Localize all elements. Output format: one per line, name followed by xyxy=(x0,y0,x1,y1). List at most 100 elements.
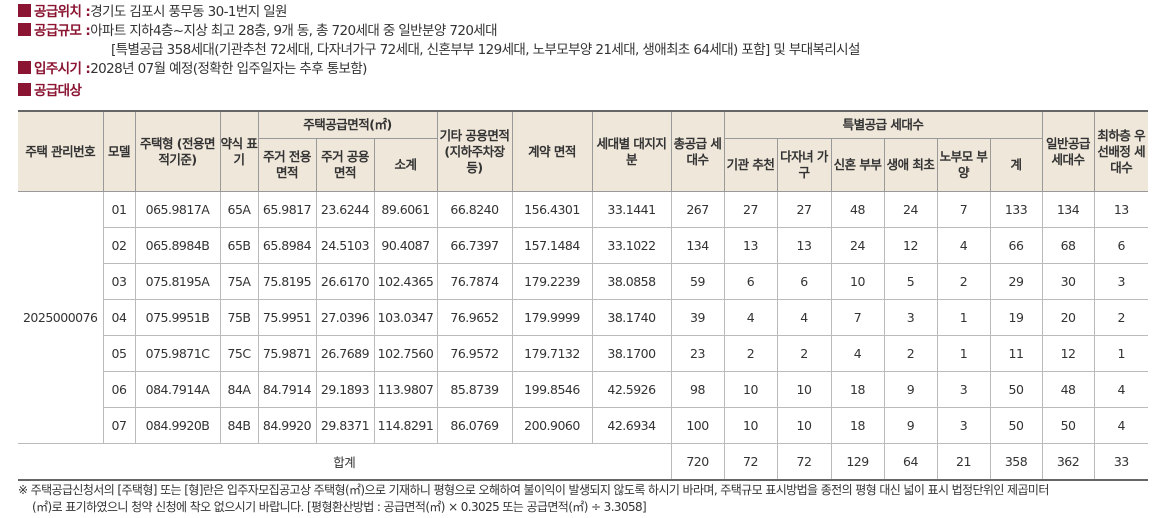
header-multi: 다자녀 가구 xyxy=(776,138,832,192)
table-cell: 4 xyxy=(1093,407,1149,444)
header-type: 주택형 (전용면적기준) xyxy=(134,110,221,192)
total-cell: 129 xyxy=(830,443,885,481)
table-cell: 2 xyxy=(1093,299,1149,336)
table-cell: 29.8371 xyxy=(315,407,375,444)
table-cell: 179.9999 xyxy=(511,299,593,336)
table-cell: 27.0396 xyxy=(315,299,375,336)
header-first: 생애 최초 xyxy=(883,138,938,192)
total-cell: 64 xyxy=(883,443,938,481)
table-cell: 50 xyxy=(989,407,1043,444)
table-cell: 75.9951 xyxy=(257,299,317,336)
table-cell: 75B xyxy=(219,299,259,336)
table-cell: 12 xyxy=(1041,335,1095,372)
header-newlywed: 신혼 부부 xyxy=(830,138,885,192)
total-cell: 358 xyxy=(989,443,1043,481)
table-cell: 102.7560 xyxy=(373,335,438,372)
bullet-square-icon xyxy=(18,61,31,74)
table-cell: 4 xyxy=(776,299,832,336)
table-cell: 48 xyxy=(830,191,885,228)
table-cell: 66 xyxy=(989,227,1043,264)
scale-detail: [특별공급 358세대(기관추천 72세대, 다자녀가구 72세대, 신혼부부 … xyxy=(111,42,860,58)
table-cell: 3 xyxy=(936,371,991,408)
table-cell: 065.8984B xyxy=(134,227,221,264)
header-common: 주거 공용면적 xyxy=(315,138,375,192)
table-cell: 4 xyxy=(830,335,885,372)
table-cell: 84.7914 xyxy=(257,371,317,408)
header-inst: 기관 추천 xyxy=(723,138,778,192)
table-cell: 65B xyxy=(219,227,259,264)
table-cell: 179.7132 xyxy=(511,335,593,372)
table-cell: 66.7397 xyxy=(436,227,513,264)
header-special-sum: 계 xyxy=(989,138,1043,192)
table-cell: 75A xyxy=(219,263,259,300)
table-cell: 1 xyxy=(936,299,991,336)
table-cell: 157.1484 xyxy=(511,227,593,264)
table-cell: 10 xyxy=(776,371,832,408)
header-supply-area: 주택공급면적(㎡) xyxy=(257,110,438,139)
total-cell: 362 xyxy=(1041,443,1095,481)
table-cell: 100 xyxy=(670,407,725,444)
table-cell: 01 xyxy=(102,191,136,228)
table-cell: 68 xyxy=(1041,227,1095,264)
table-row: 2025000076 01 065.9817A 65A 65.9817 23.6244 89… xyxy=(18,191,1149,444)
table-row: 06 084.7914A 84A 84.7914 29.1893 113.9807 85.8… xyxy=(18,371,1149,408)
table-cell: 65.8984 xyxy=(257,227,317,264)
table-cell: 26.6170 xyxy=(315,263,375,300)
total-cell: 21 xyxy=(936,443,991,481)
table-cell: 23.6244 xyxy=(315,191,375,228)
table-cell: 66.8240 xyxy=(436,191,513,228)
table-cell: 76.9652 xyxy=(436,299,513,336)
table-cell: 24 xyxy=(883,191,938,228)
table-cell: 27 xyxy=(776,191,832,228)
table-cell: 2 xyxy=(776,335,832,372)
table-cell: 4 xyxy=(723,299,778,336)
table-cell: 89.6061 xyxy=(373,191,438,228)
table-cell: 6 xyxy=(776,263,832,300)
table-cell: 75C xyxy=(219,335,259,372)
table-cell: 156.4301 xyxy=(511,191,593,228)
table-cell: 075.9871C xyxy=(134,335,221,372)
table-cell: 38.1700 xyxy=(591,335,672,372)
table-cell: 7 xyxy=(830,299,885,336)
table-cell: 084.9920B xyxy=(134,407,221,444)
table-cell: 1 xyxy=(936,335,991,372)
table-cell: 24.5103 xyxy=(315,227,375,264)
table-cell: 05 xyxy=(102,335,136,372)
table-cell: 07 xyxy=(102,407,136,444)
total-cell: 72 xyxy=(776,443,832,481)
header-special: 특별공급 세대수 xyxy=(723,110,1043,139)
header-general: 일반공급 세대수 xyxy=(1041,110,1095,192)
header-contract: 계약 면적 xyxy=(511,110,593,192)
table-cell: 199.8546 xyxy=(511,371,593,408)
table-cell: 39 xyxy=(670,299,725,336)
table-cell: 12 xyxy=(883,227,938,264)
table-cell: 9 xyxy=(883,407,938,444)
table-cell: 04 xyxy=(102,299,136,336)
table-cell: 29 xyxy=(989,263,1043,300)
table-cell: 084.7914A xyxy=(134,371,221,408)
table-cell: 13 xyxy=(723,227,778,264)
bullet-square-icon xyxy=(18,23,31,36)
table-cell: 5 xyxy=(883,263,938,300)
table-cell: 4 xyxy=(936,227,991,264)
table-cell: 06 xyxy=(102,371,136,408)
table-cell: 27 xyxy=(723,191,778,228)
table-cell: 42.5926 xyxy=(591,371,672,408)
table-cell: 65A xyxy=(219,191,259,228)
table-cell: 19 xyxy=(989,299,1043,336)
table-cell: 26.7689 xyxy=(315,335,375,372)
table-cell: 90.4087 xyxy=(373,227,438,264)
total-label: 합계 xyxy=(18,443,672,481)
header-total: 총공급 세대수 xyxy=(670,110,725,192)
table-row: 07 084.9920B 84B 84.9920 29.8371 114.8291 86.0… xyxy=(18,407,1149,444)
table-cell: 30 xyxy=(1041,263,1095,300)
table-cell: 98 xyxy=(670,371,725,408)
table-cell: 7 xyxy=(936,191,991,228)
table-cell: 065.9817A xyxy=(134,191,221,228)
table-cell: 84A xyxy=(219,371,259,408)
location: 경기도 김포시 풍무동 30-1번지 일원 xyxy=(90,4,287,20)
table-cell: 3 xyxy=(883,299,938,336)
table-cell: 38.1740 xyxy=(591,299,672,336)
table-cell: 9 xyxy=(883,371,938,408)
table-cell: 84.9920 xyxy=(257,407,317,444)
